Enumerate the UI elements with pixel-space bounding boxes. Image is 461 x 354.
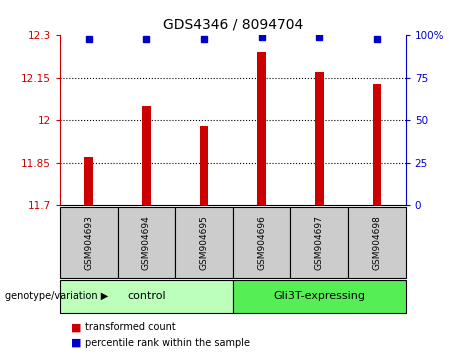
Bar xyxy=(233,207,290,278)
Text: GSM904696: GSM904696 xyxy=(257,215,266,270)
Bar xyxy=(372,84,381,205)
Text: control: control xyxy=(127,291,165,302)
Text: GSM904693: GSM904693 xyxy=(84,215,93,270)
Bar xyxy=(60,280,233,313)
Text: GSM904697: GSM904697 xyxy=(315,215,324,270)
Bar xyxy=(118,207,175,278)
Text: ■: ■ xyxy=(71,338,82,348)
Text: transformed count: transformed count xyxy=(85,322,176,332)
Bar xyxy=(290,207,348,278)
Text: percentile rank within the sample: percentile rank within the sample xyxy=(85,338,250,348)
Text: ■: ■ xyxy=(71,322,82,332)
Bar xyxy=(233,280,406,313)
Bar xyxy=(175,207,233,278)
Bar xyxy=(315,72,324,205)
Bar xyxy=(348,207,406,278)
Text: Gli3T-expressing: Gli3T-expressing xyxy=(273,291,365,302)
Text: GSM904694: GSM904694 xyxy=(142,215,151,270)
Bar xyxy=(60,207,118,278)
Bar xyxy=(200,126,208,205)
Bar xyxy=(142,106,151,205)
Text: genotype/variation ▶: genotype/variation ▶ xyxy=(5,291,108,302)
Bar xyxy=(257,52,266,205)
Bar xyxy=(84,157,93,205)
Title: GDS4346 / 8094704: GDS4346 / 8094704 xyxy=(163,17,303,32)
Text: GSM904698: GSM904698 xyxy=(372,215,381,270)
Text: GSM904695: GSM904695 xyxy=(200,215,208,270)
